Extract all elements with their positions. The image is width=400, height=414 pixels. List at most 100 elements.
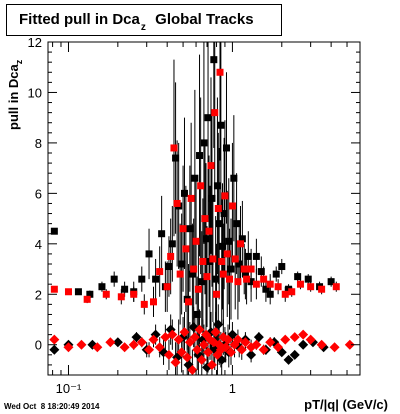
data-point-diamond bbox=[173, 334, 184, 345]
data-point-square bbox=[236, 240, 244, 248]
y-axis-label: pull in Dcaz bbox=[6, 60, 24, 130]
data-point-square bbox=[199, 257, 207, 265]
x-tick-label: 1 bbox=[229, 381, 236, 396]
data-point-square bbox=[304, 275, 312, 283]
data-point-diamond bbox=[316, 339, 327, 350]
data-point-diamond bbox=[240, 337, 251, 348]
data-point-diamond bbox=[265, 337, 276, 348]
data-point-square bbox=[211, 109, 219, 117]
chart-title-main: Fitted pull in Dca bbox=[19, 11, 140, 28]
data-point-diamond bbox=[170, 357, 181, 368]
data-point-square bbox=[140, 300, 148, 308]
data-point-diamond bbox=[298, 329, 309, 340]
data-point-diamond bbox=[223, 334, 234, 345]
data-point-square bbox=[260, 275, 268, 283]
data-point-square bbox=[117, 293, 125, 301]
data-point-diamond bbox=[232, 334, 243, 345]
data-point-square bbox=[202, 235, 210, 243]
data-point-square bbox=[274, 283, 282, 291]
data-point-square bbox=[165, 263, 173, 271]
chart-title-subscript: z bbox=[140, 22, 146, 33]
data-point-square bbox=[223, 250, 231, 258]
data-point-square bbox=[186, 225, 194, 233]
data-point-diamond bbox=[213, 319, 224, 330]
data-point-square bbox=[173, 199, 181, 207]
data-point-square bbox=[278, 263, 286, 271]
data-point-square bbox=[187, 194, 195, 202]
data-point-square bbox=[176, 270, 184, 278]
data-point-diamond bbox=[194, 324, 205, 335]
error-bars bbox=[53, 42, 351, 375]
data-point-square bbox=[192, 237, 200, 245]
data-point-diamond bbox=[289, 349, 300, 360]
data-point-square bbox=[190, 265, 198, 273]
data-point-square bbox=[252, 280, 260, 288]
data-point-diamond bbox=[305, 334, 316, 345]
data-point-square bbox=[281, 290, 289, 298]
data-point-square bbox=[167, 252, 175, 260]
data-point-diamond bbox=[144, 344, 155, 355]
data-point-square bbox=[204, 114, 212, 122]
data-point-square bbox=[209, 255, 217, 263]
data-point-diamond bbox=[63, 342, 74, 353]
y-tick-label: 4 bbox=[35, 237, 42, 252]
data-point-square bbox=[296, 280, 304, 288]
data-point-square bbox=[332, 283, 340, 291]
data-point-square bbox=[252, 252, 260, 260]
data-point-square bbox=[191, 174, 199, 182]
data-point-square bbox=[74, 288, 82, 296]
data-point-diamond bbox=[258, 344, 269, 355]
data-point-diamond bbox=[167, 329, 178, 340]
data-point-square bbox=[198, 278, 206, 286]
data-point-square bbox=[130, 290, 138, 298]
x-tick-label: 10⁻¹ bbox=[56, 381, 82, 396]
data-point-square bbox=[257, 268, 265, 276]
data-point-square bbox=[185, 298, 193, 306]
data-point-square bbox=[212, 275, 220, 283]
data-point-diamond bbox=[131, 332, 142, 343]
data-point-square bbox=[50, 285, 58, 293]
data-point-square bbox=[207, 162, 215, 170]
data-point-diamond bbox=[246, 342, 257, 353]
y-tick-label: 2 bbox=[35, 287, 42, 302]
data-point-square bbox=[216, 68, 224, 76]
data-point-diamond bbox=[203, 347, 214, 358]
data-point-square bbox=[200, 139, 208, 147]
data-point-diamond bbox=[176, 347, 187, 358]
data-point-square bbox=[138, 275, 146, 283]
data-point-diamond bbox=[136, 337, 147, 348]
data-point-diamond bbox=[163, 349, 174, 360]
data-point-square bbox=[233, 220, 241, 228]
data-point-square bbox=[158, 230, 166, 238]
data-point-square bbox=[83, 295, 91, 303]
data-point-square bbox=[262, 285, 270, 293]
data-markers bbox=[49, 56, 355, 375]
y-tick-label: 8 bbox=[35, 136, 42, 151]
data-point-diamond bbox=[49, 344, 60, 355]
data-point-square bbox=[163, 283, 171, 291]
data-point-diamond bbox=[298, 339, 309, 350]
y-tick-label: 0 bbox=[35, 338, 42, 353]
data-point-diamond bbox=[49, 334, 60, 345]
data-point-square bbox=[221, 192, 229, 200]
data-point-square bbox=[50, 227, 58, 235]
data-point-square bbox=[170, 144, 178, 152]
data-point-square bbox=[152, 275, 160, 283]
data-point-diamond bbox=[105, 337, 116, 348]
plot-frame bbox=[47, 41, 361, 376]
data-point-square bbox=[272, 270, 280, 278]
data-point-diamond bbox=[187, 364, 198, 375]
data-point-square bbox=[244, 252, 252, 260]
data-point-square bbox=[110, 275, 118, 283]
data-point-square bbox=[225, 237, 233, 245]
data-point-diamond bbox=[148, 334, 159, 345]
data-point-square bbox=[241, 270, 249, 278]
data-point-square bbox=[213, 182, 221, 190]
data-point-square bbox=[227, 265, 235, 273]
data-point-diamond bbox=[112, 337, 123, 348]
data-point-square bbox=[201, 215, 209, 223]
data-point-square bbox=[121, 285, 129, 293]
data-point-square bbox=[194, 285, 202, 293]
data-point-square bbox=[318, 285, 326, 293]
data-point-diamond bbox=[198, 339, 209, 350]
